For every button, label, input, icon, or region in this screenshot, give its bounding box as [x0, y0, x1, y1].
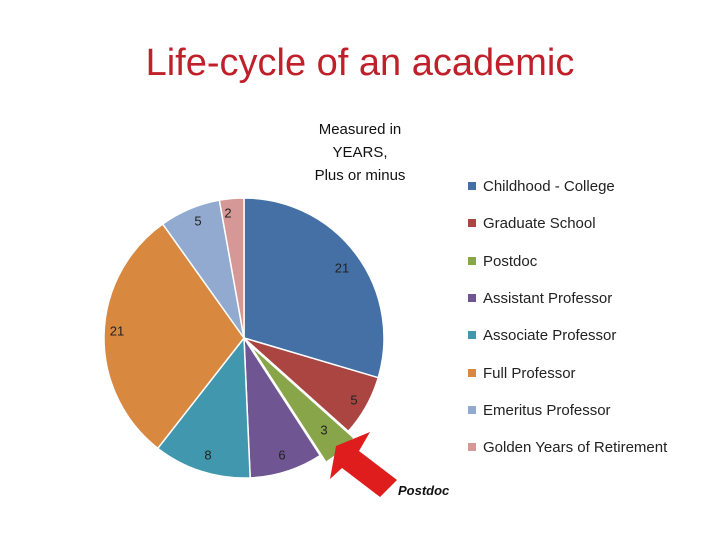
pie-slice-6 — [103, 222, 245, 450]
pie-slice-2 — [243, 337, 380, 433]
data-label-1: 21 — [334, 260, 350, 276]
legend-label-2: Graduate School — [483, 215, 596, 233]
legend-swatch-2 — [468, 219, 476, 228]
legend-item-4: Assistant Professor — [468, 290, 612, 307]
data-label-4: 6 — [278, 447, 286, 463]
legend-item-2: Graduate School — [468, 215, 596, 232]
data-label-6: 21 — [109, 323, 125, 339]
pie-slice-5 — [156, 335, 251, 479]
chart-subtitle-line-2: YEARS, — [332, 144, 388, 161]
chart-subtitle-line-1: Measured in — [318, 121, 402, 138]
legend-swatch-3 — [468, 256, 476, 265]
legend-swatch-8 — [468, 443, 476, 452]
legend-item-7: Emeritus Professor — [468, 402, 611, 419]
legend-swatch-1 — [468, 182, 476, 190]
legend-item-3: Postdoc — [468, 253, 537, 270]
annotation-label: Postdoc — [398, 483, 450, 498]
legend-label-5: Associate Professor — [483, 327, 617, 345]
legend-swatch-7 — [468, 405, 476, 414]
data-label-7: 5 — [194, 213, 202, 229]
legend-swatch-6 — [468, 368, 476, 377]
legend-item-1: Childhood - College — [468, 178, 615, 195]
data-label-2: 5 — [350, 392, 358, 408]
pie-slice-8 — [218, 197, 245, 339]
legend-label-3: Postdoc — [483, 252, 538, 270]
data-label-3: 3 — [320, 422, 328, 438]
data-label-5: 8 — [204, 447, 212, 463]
legend-label-4: Assistant Professor — [483, 289, 613, 307]
pie-slice-1 — [243, 197, 385, 379]
legend-swatch-4 — [468, 293, 476, 302]
chart-subtitle-line-3: Plus or minus — [314, 167, 406, 184]
legend-item-8: Golden Years of Retirement — [468, 439, 667, 456]
legend-label-8: Golden Years of Retirement — [483, 439, 668, 457]
legend-item-5: Associate Professor — [468, 327, 616, 344]
legend-label-7: Emeritus Professor — [483, 401, 611, 419]
annotation-arrow — [330, 432, 397, 497]
slide-title: Life-cycle of an academic — [145, 42, 575, 84]
legend-label-6: Full Professor — [483, 364, 576, 382]
legend-label-1: Childhood - College — [483, 178, 615, 195]
legend-swatch-5 — [468, 331, 476, 340]
data-label-8: 2 — [224, 205, 232, 221]
legend-item-6: Full Professor — [468, 365, 576, 382]
